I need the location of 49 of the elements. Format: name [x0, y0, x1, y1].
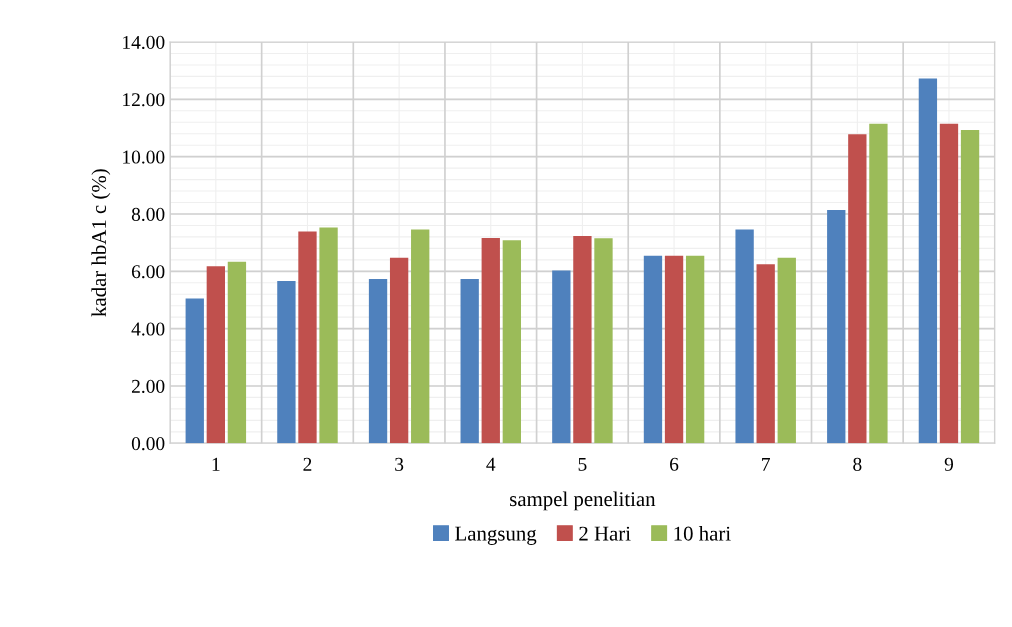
- y-tick-label: 12.00: [123, 93, 165, 107]
- bar: [502, 240, 522, 444]
- bar: [368, 279, 388, 444]
- x-tick-label: 9: [944, 457, 954, 471]
- legend-label: 10 hari: [674, 525, 731, 541]
- legend-label: 2 Hari: [579, 526, 631, 541]
- x-axis-title: sampel penelitian: [510, 491, 656, 511]
- y-axis-title: kadar hbA1 c (%): [91, 169, 111, 317]
- y-tick-label: 10.00: [123, 150, 165, 164]
- bar: [206, 266, 225, 444]
- y-tick-label: 8.00: [131, 207, 165, 222]
- bar: [869, 123, 888, 444]
- bar: [827, 209, 846, 444]
- legend-label: Langsung: [455, 526, 537, 545]
- bar: [185, 298, 204, 444]
- y-tick-label: 6.00: [131, 265, 165, 279]
- bar: [918, 78, 938, 444]
- bar: [227, 261, 247, 444]
- bar: [848, 134, 867, 444]
- bar: [664, 255, 684, 444]
- bar: [277, 281, 296, 444]
- bar: [460, 279, 479, 444]
- x-tick-label: 3: [395, 457, 404, 471]
- y-tick-label: 4.00: [131, 322, 165, 336]
- bar: [411, 229, 430, 444]
- bar: [756, 264, 775, 444]
- x-tick-label: 7: [762, 457, 770, 471]
- x-tick-label: 6: [670, 457, 679, 471]
- x-tick-label: 5: [578, 457, 587, 471]
- x-tick-label: 4: [486, 457, 496, 471]
- bar: [594, 238, 613, 444]
- bar: [298, 231, 317, 444]
- x-tick-label: 1: [212, 457, 220, 471]
- bar: [735, 229, 754, 444]
- y-tick-label: 2.00: [131, 379, 165, 393]
- bar: [939, 123, 959, 444]
- bar: [481, 238, 500, 444]
- y-tick-label: 0.00: [131, 437, 165, 451]
- bar: [643, 255, 663, 444]
- x-tick-label: 2: [303, 457, 312, 471]
- x-tick-label: 8: [853, 457, 862, 471]
- bar: [319, 227, 338, 444]
- y-tick-label: 14.00: [123, 35, 165, 50]
- bar: [777, 257, 796, 444]
- bar: [552, 270, 571, 444]
- bar: [573, 236, 592, 444]
- bar: [960, 130, 980, 444]
- bar: [389, 257, 409, 444]
- bar: [685, 255, 705, 444]
